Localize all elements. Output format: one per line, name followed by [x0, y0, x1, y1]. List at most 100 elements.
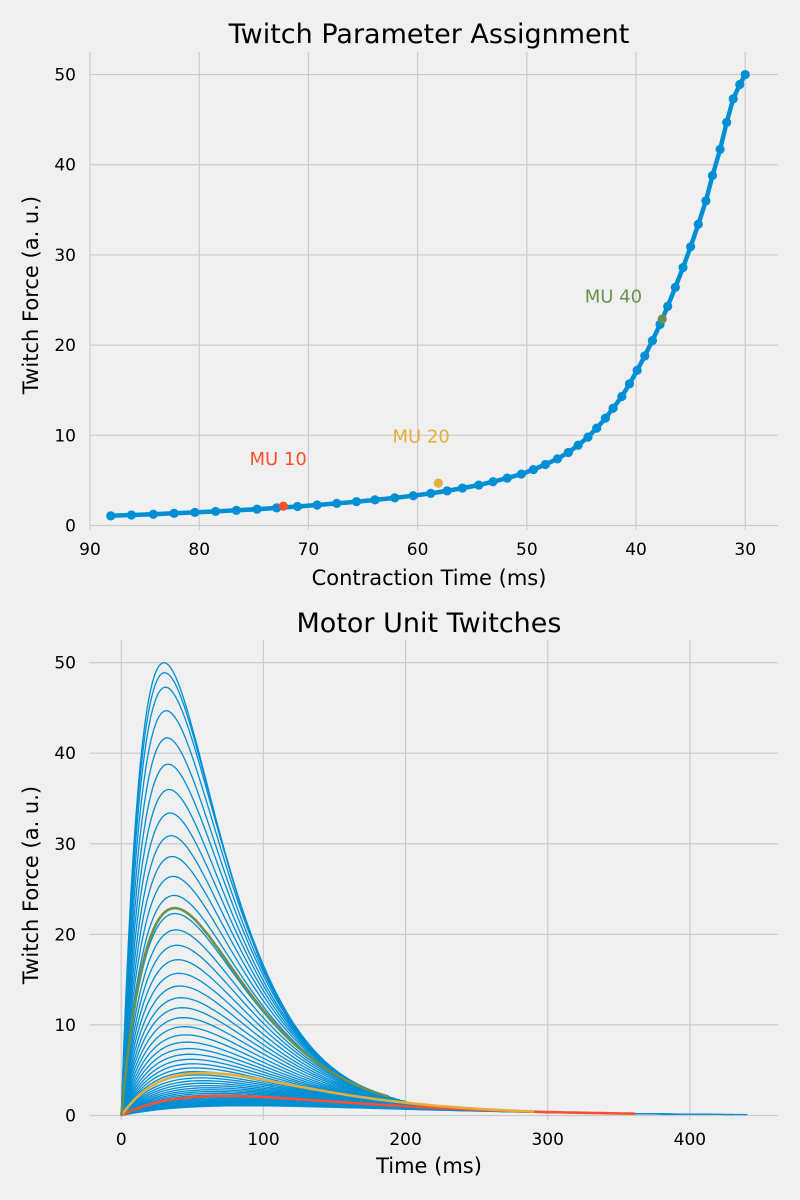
x-axis-label: Contraction Time (ms) — [312, 566, 547, 590]
y-tick-label: 10 — [54, 426, 76, 446]
data-point — [488, 477, 498, 487]
highlight-twitch-curve — [120, 906, 389, 1116]
x-tick-label: 200 — [389, 1130, 421, 1150]
y-tick-label: 40 — [54, 744, 76, 764]
y-tick-label: 30 — [54, 246, 76, 266]
data-point — [647, 336, 658, 346]
motor-unit-twitches-chart: 0 100 200 300 400 0 10 20 30 40 50 Motor Unit Twi… — [19, 608, 778, 1178]
grid — [90, 640, 778, 1120]
chart-title: Motor Unit Twitches — [297, 608, 562, 639]
twitch-curve — [120, 997, 421, 1116]
x-tick-label: 300 — [531, 1130, 563, 1150]
data-point — [474, 480, 484, 490]
twitch-curve — [120, 972, 410, 1116]
x-tick-label: 80 — [188, 540, 210, 560]
data-point — [728, 94, 738, 104]
data-point — [678, 262, 688, 273]
data-point — [332, 498, 342, 508]
data-point — [563, 447, 573, 458]
series-layer — [106, 69, 750, 521]
y-tick-label: 30 — [54, 835, 76, 855]
data-point — [390, 493, 400, 503]
highlight-label: MU 40 — [585, 287, 642, 308]
data-point — [312, 500, 322, 510]
data-point — [740, 69, 750, 80]
data-point — [670, 282, 680, 292]
highlight-point — [433, 478, 443, 488]
data-point — [583, 432, 593, 442]
y-tick-label: 0 — [65, 516, 76, 536]
data-point — [624, 379, 635, 389]
data-point — [573, 440, 583, 450]
data-point — [617, 391, 627, 402]
twitch-curve — [120, 985, 415, 1116]
y-tick-label: 50 — [54, 654, 76, 674]
data-point — [693, 219, 703, 229]
x-tick-label: 60 — [407, 540, 429, 560]
y-axis-label: Twitch Force (a. u.) — [19, 786, 43, 985]
x-tick-label: 30 — [734, 540, 756, 560]
data-point — [190, 507, 200, 518]
data-point — [292, 501, 303, 512]
x-tick-label: 0 — [116, 1130, 127, 1150]
chart-title: Twitch Parameter Assignment — [228, 19, 630, 50]
y-tick-label: 10 — [54, 1016, 76, 1036]
y-tick-label: 20 — [54, 925, 76, 945]
data-point — [442, 486, 452, 496]
series-line — [108, 72, 748, 519]
data-point — [370, 495, 380, 505]
data-point — [722, 117, 732, 127]
grid — [89, 52, 778, 530]
x-tick-label: 400 — [674, 1130, 706, 1150]
data-point — [600, 413, 611, 423]
highlight-layer: MU 10 MU 20 MU 40 — [249, 287, 667, 511]
data-point — [126, 510, 137, 520]
twitch-curve — [120, 944, 401, 1116]
data-point — [252, 504, 262, 514]
data-point — [408, 491, 418, 501]
data-point — [457, 483, 467, 493]
y-axis-label: Twitch Force (a. u.) — [19, 196, 43, 395]
data-point — [608, 403, 618, 413]
data-point — [540, 459, 550, 470]
x-tick-label: 90 — [79, 540, 101, 560]
y-tick-label: 40 — [54, 156, 76, 176]
data-point — [231, 505, 241, 515]
data-point — [663, 301, 673, 311]
data-point — [686, 242, 696, 252]
x-tick-label: 50 — [516, 540, 538, 560]
data-point — [707, 170, 718, 181]
x-tick-labels: 90 80 70 60 50 40 30 — [79, 540, 756, 560]
highlight-label: MU 10 — [249, 449, 306, 470]
x-tick-label: 40 — [625, 540, 647, 560]
highlight-point — [278, 501, 288, 511]
y-tick-labels: 0 10 20 30 40 50 — [54, 654, 76, 1127]
data-point — [592, 423, 602, 433]
x-axis-label: Time (ms) — [375, 1154, 482, 1178]
series-layer — [120, 661, 748, 1117]
highlight-point — [657, 314, 667, 324]
data-point — [516, 469, 526, 479]
data-point — [715, 144, 725, 155]
x-tick-label: 70 — [298, 540, 320, 560]
twitch-curve — [120, 959, 406, 1116]
data-point — [169, 508, 179, 518]
data-point — [735, 79, 745, 90]
x-tick-label: 100 — [247, 1130, 279, 1150]
data-point — [106, 511, 116, 521]
y-tick-label: 20 — [54, 336, 76, 356]
highlight-label: MU 20 — [393, 427, 450, 448]
data-point — [552, 454, 563, 464]
highlight-twitch-curve — [120, 1071, 535, 1117]
x-tick-labels: 0 100 200 300 400 — [116, 1130, 706, 1150]
twitch-curve — [120, 661, 335, 1116]
data-point — [502, 473, 512, 483]
highlight-twitch-curve — [120, 1094, 636, 1117]
data-point — [528, 464, 538, 475]
data-point — [210, 506, 221, 517]
data-point — [351, 497, 362, 507]
data-point — [632, 365, 642, 375]
twitch-parameter-chart: MU 10 MU 20 MU 40 90 80 70 60 50 40 30 0 10 20 30 40… — [19, 19, 778, 590]
data-point — [426, 488, 436, 498]
